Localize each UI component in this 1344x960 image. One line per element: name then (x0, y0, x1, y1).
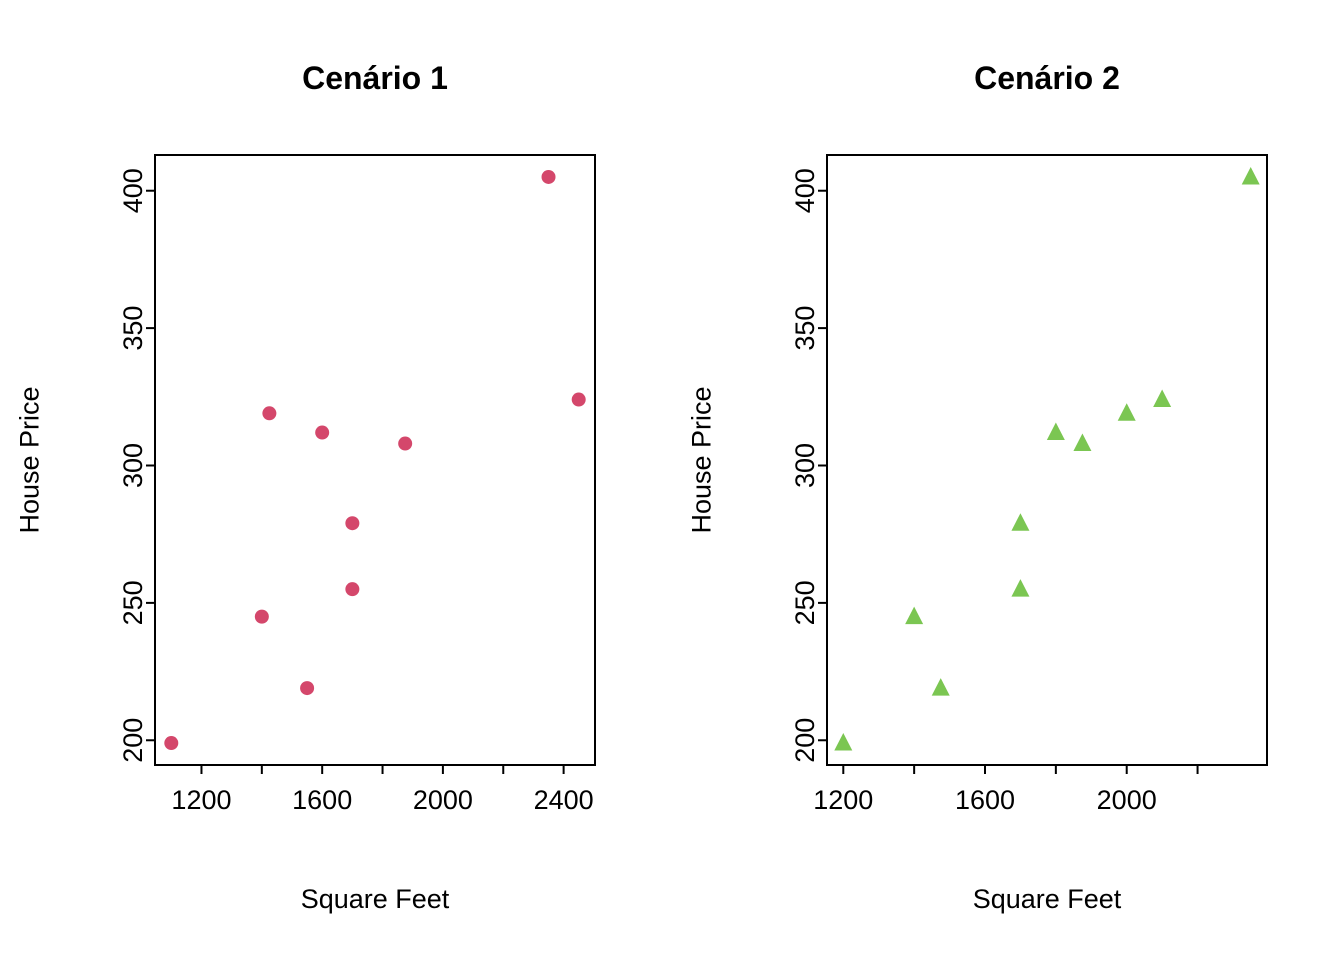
x-tick-label: 1200 (171, 785, 231, 815)
scatter-plot-cenario-2: 1200 1600 2000 200 250 300 350 400 (790, 154, 1268, 815)
y-tick-label: 200 (118, 718, 148, 763)
panel-cenario-1: 1200 1600 2000 2400 200 250 300 350 400 Cenário … (14, 60, 596, 914)
data-point (905, 606, 924, 625)
x-tick-label: 2000 (1097, 785, 1157, 815)
data-point (1011, 579, 1030, 597)
chart-title-cenario-1: Cenário 1 (302, 60, 448, 96)
data-point (345, 516, 360, 531)
y-tick-label: 200 (790, 718, 820, 763)
data-point (345, 582, 360, 597)
plot-box (826, 154, 1268, 766)
data-point (300, 681, 315, 696)
data-point (571, 392, 586, 407)
chart-title-cenario-2: Cenário 2 (974, 60, 1120, 96)
x-tick-label: 1200 (813, 785, 873, 815)
y-tick-label: 400 (790, 168, 820, 213)
y-tick-label: 400 (118, 168, 148, 213)
data-point (1011, 513, 1030, 531)
y-tick-label: 300 (790, 443, 820, 488)
x-tick-label: 2000 (413, 785, 473, 815)
x-tick-label: 1600 (955, 785, 1015, 815)
y-axis-label-cenario-1: House Price (14, 386, 45, 534)
scatter-plot-cenario-1: 1200 1600 2000 2400 200 250 300 350 400 (118, 154, 596, 815)
data-point (254, 609, 269, 624)
data-point (1241, 166, 1260, 185)
plot-box (154, 154, 596, 766)
y-tick-label: 300 (118, 443, 148, 488)
x-axis-label-cenario-2: Square Feet (972, 884, 1122, 914)
data-point (1073, 433, 1092, 452)
data-point (541, 169, 556, 184)
data-point (1117, 403, 1136, 421)
x-tick-label: 1600 (292, 785, 352, 815)
y-axis-label-cenario-2: House Price (686, 386, 717, 534)
data-point (834, 733, 853, 751)
y-tick-label: 350 (118, 306, 148, 351)
data-point (1153, 389, 1172, 408)
data-point (315, 425, 330, 440)
data-point (1046, 422, 1065, 441)
y-tick-label: 250 (790, 580, 820, 625)
data-point (398, 436, 413, 451)
data-point (164, 736, 179, 751)
x-axis-label-cenario-1: Square Feet (300, 884, 450, 914)
data-point (931, 678, 950, 696)
panel-cenario-2: 1200 1600 2000 200 250 300 350 400 Cenário 2 Ho… (672, 0, 1344, 960)
data-point (262, 406, 277, 421)
y-tick-label: 250 (118, 580, 148, 625)
x-tick-label: 2400 (534, 785, 594, 815)
y-tick-label: 350 (790, 306, 820, 351)
